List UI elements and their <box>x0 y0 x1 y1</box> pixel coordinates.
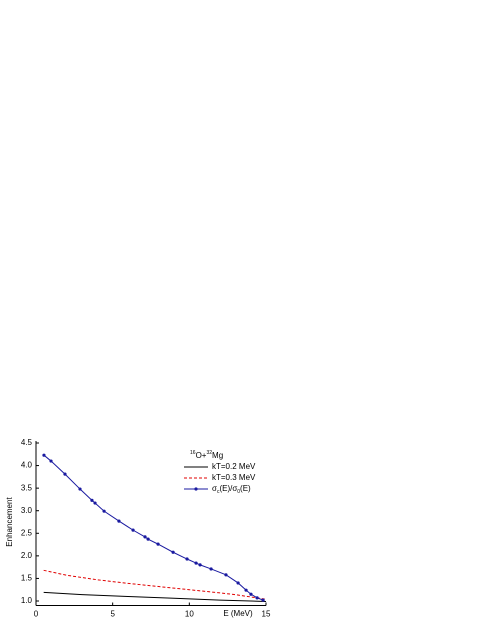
marker <box>185 557 189 561</box>
y-tick-label: 2.0 <box>21 551 33 560</box>
y-tick-label: 1.0 <box>21 596 33 605</box>
x-tick-label: 15 <box>262 610 271 619</box>
marker <box>209 567 213 571</box>
marker <box>194 561 198 565</box>
marker <box>171 550 175 554</box>
marker <box>102 509 106 513</box>
x-axis-label: E (MeV) <box>223 609 253 618</box>
marker <box>93 501 97 505</box>
y-tick-label: 3.0 <box>21 506 33 515</box>
y-tick-label: 2.5 <box>21 528 33 537</box>
marker <box>117 519 121 523</box>
marker <box>143 535 147 539</box>
marker <box>49 459 53 463</box>
legend-label: kT=0.3 MeV <box>212 473 256 482</box>
x-tick-label: 0 <box>34 610 39 619</box>
legend-label: kT=0.2 MeV <box>212 462 256 471</box>
marker <box>90 498 94 502</box>
y-tick-label: 1.5 <box>21 574 33 583</box>
y-tick-label: 4.5 <box>21 438 33 447</box>
y-tick-label: 4.0 <box>21 461 33 470</box>
marker <box>244 588 248 592</box>
marker <box>261 598 265 602</box>
x-tick-label: 10 <box>185 610 194 619</box>
x-tick-label: 5 <box>110 610 115 619</box>
marker <box>63 472 67 476</box>
marker <box>146 537 150 541</box>
marker <box>42 453 46 457</box>
y-axis-label: Enhancement <box>5 497 14 547</box>
marker <box>249 592 253 596</box>
marker <box>198 563 202 567</box>
marker <box>224 573 228 577</box>
y-tick-label: 3.5 <box>21 483 33 492</box>
marker <box>255 596 259 600</box>
legend-marker <box>194 487 198 491</box>
legend-label: σc(E)/σ0(E) <box>212 484 251 495</box>
legend-title: 16O+32Mg <box>190 450 223 460</box>
line <box>43 591 267 602</box>
marker <box>131 528 135 532</box>
marker <box>236 581 240 585</box>
marker <box>78 487 82 491</box>
line <box>43 569 267 600</box>
marker <box>156 542 160 546</box>
